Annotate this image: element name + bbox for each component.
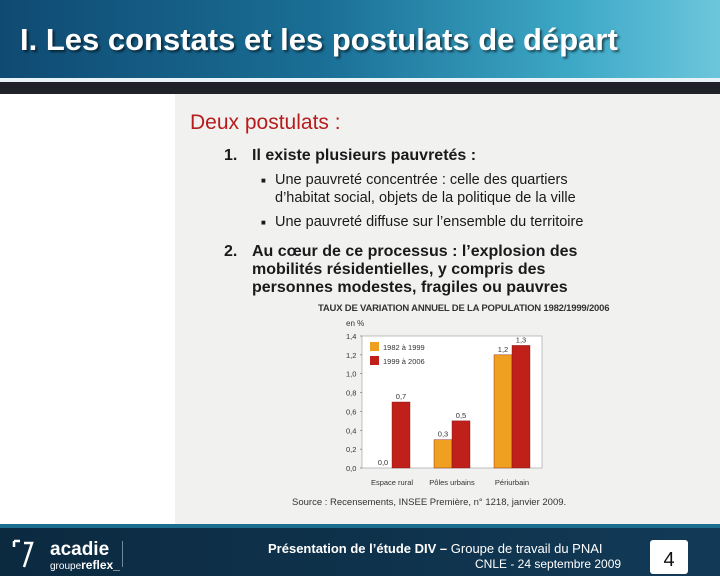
chart-ylabel: en % [346,319,364,328]
chart-bar [493,354,513,469]
slide-subtitle: Deux postulats : [190,111,341,134]
chart-bar [451,420,471,469]
chart-bar [433,439,453,469]
bullet-1-line-1: Une pauvreté concentrée : celle des quar… [275,172,568,188]
slide-title: I. Les constats et les postulats de dépa… [20,22,618,57]
population-chart: en % 1,4 1,2 1,0 0,8 0,6 0,4 0,2 0,0 0,0 0,7 Espace… [346,319,543,487]
left-margin [0,94,175,524]
chart-ytick-label: 0,4 [346,426,356,435]
chart-bar [511,345,531,469]
chart-ytick-label: 0,2 [346,445,356,454]
chart-data-label: 1,2 [498,345,508,354]
chart-legend-swatch [370,356,379,365]
bullet-marker-icon: ■ [261,176,266,185]
slide-header: I. Les constats et les postulats de dépa… [0,0,720,78]
logo-subtitle: groupereflex_ [50,558,120,572]
chart-ytick-label: 0,6 [346,407,356,416]
chart-ytick-label: 0,0 [346,464,356,473]
chart-title: TAUX DE VARIATION ANNUEL DE LA POPULATIO… [318,303,610,314]
footer-presentation: Présentation de l’étude DIV – Groupe de … [268,541,603,556]
chart-data-label: 0,7 [396,392,406,401]
chart-category-label: Périurbain [495,478,529,487]
footer-date: CNLE - 24 septembre 2009 [475,557,622,571]
bullet-2: Une pauvreté diffuse sur l’ensemble du t… [275,214,584,230]
item-1-text: Il existe plusieurs pauvretés : [252,147,477,164]
bullet-1-line-2: d’habitat social, objets de la politique… [275,190,576,206]
footer-divider [0,524,720,528]
header-divider [0,78,720,82]
item-1-number: 1. [224,147,238,164]
chart-ytick-label: 1,0 [346,370,356,379]
chart-category-label: Pôles urbains [429,478,475,487]
chart-legend-swatch [370,342,379,351]
chart-source: Source : Recensements, INSEE Première, n… [292,497,567,508]
page-number: 4 [650,540,688,574]
chart-legend-label: 1982 à 1999 [383,343,425,352]
logo-name: acadie [50,539,110,560]
slide-footer [0,524,720,576]
chart-category-label: Espace rural [371,478,413,487]
chart-ytick-label: 0,8 [346,389,356,398]
bullet-marker-icon: ■ [261,218,266,227]
acadie-logo-icon [12,539,34,568]
chart-data-label: 0,3 [438,430,448,439]
chart-bar [391,401,411,469]
chart-legend-label: 1999 à 2006 [383,357,425,366]
chart-data-label: 0,5 [456,411,466,420]
item-2-line-3: personnes modestes, fragiles ou pauvres [252,279,568,296]
chart-ytick-label: 1,2 [346,351,356,360]
item-2-line-2: mobilités résidentielles, y compris des [252,261,546,278]
item-2-number: 2. [224,243,238,260]
logo-separator [122,541,123,567]
chart-data-label: 1,3 [516,335,526,344]
chart-ytick-label: 1,4 [346,332,356,341]
header-dark-band [0,82,720,94]
chart-data-label: 0,0 [378,458,388,467]
item-2-line-1: Au cœur de ce processus : l’explosion de… [252,243,578,260]
